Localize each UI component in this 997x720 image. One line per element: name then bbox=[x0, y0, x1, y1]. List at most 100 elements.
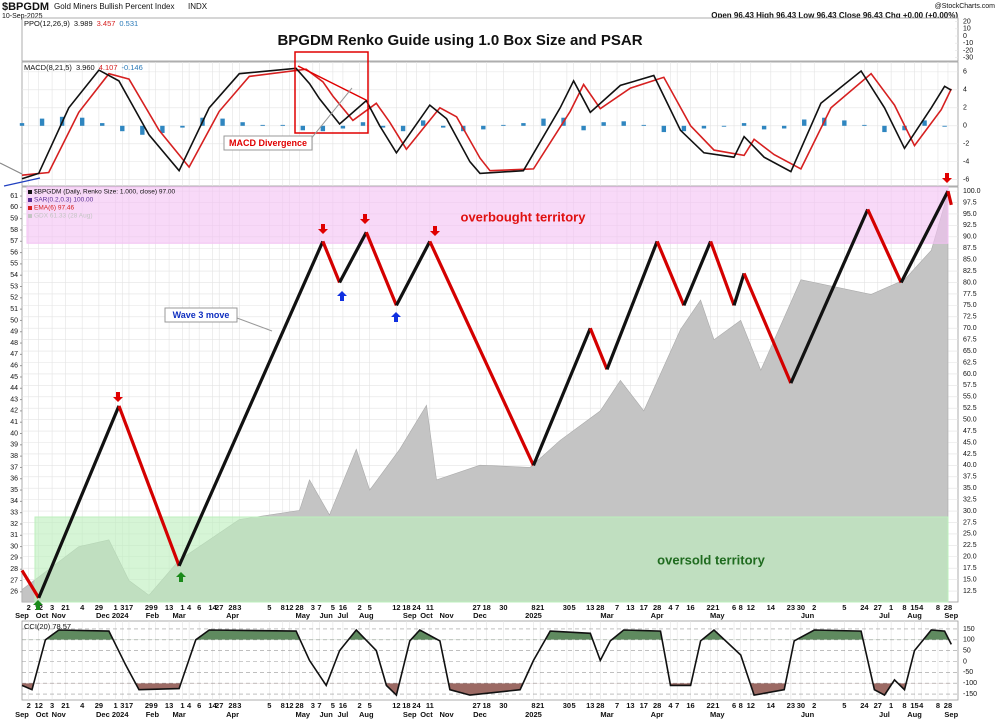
histogram-bar bbox=[741, 123, 747, 126]
renko-run bbox=[338, 231, 368, 284]
x-tick-label: Mar bbox=[172, 710, 185, 719]
renko-run bbox=[588, 327, 609, 370]
x-tick-label: 28 bbox=[653, 701, 661, 710]
x-tick-label: 5 bbox=[331, 603, 335, 612]
x-tick-label: 14 bbox=[208, 701, 217, 710]
x-tick-label: 2 bbox=[27, 701, 31, 710]
y-tick-label: 20.0 bbox=[963, 554, 977, 561]
histogram-bar bbox=[701, 125, 707, 129]
legend-swatch bbox=[28, 198, 32, 202]
histogram-bar bbox=[501, 124, 506, 126]
callout bbox=[236, 317, 273, 332]
x-tick-label: 22 bbox=[706, 603, 714, 612]
histogram-bar bbox=[160, 125, 165, 133]
x-tick-label: 5 bbox=[842, 603, 846, 612]
index-name: Gold Miners Bullish Percent Index bbox=[54, 2, 175, 11]
renko-run bbox=[364, 231, 398, 306]
x-tick-label: 8 bbox=[936, 701, 940, 710]
x-tick-label: 5 bbox=[571, 701, 575, 710]
x-tick-label: 11 bbox=[426, 701, 434, 710]
signal-arrow bbox=[942, 173, 952, 183]
x-tick-label: 8 bbox=[902, 701, 906, 710]
renko-run bbox=[605, 240, 659, 370]
x-tick-label: 15 bbox=[910, 603, 918, 612]
y-tick-label: 77.5 bbox=[963, 291, 977, 298]
panel-label: PPO(12,26,9) 3.989 3.457 0.531 bbox=[24, 19, 138, 28]
x-tick-label: Nov bbox=[439, 611, 454, 620]
legend-entry: GDX 61.33 (28 Aug) bbox=[34, 213, 93, 220]
x-tick-label: May bbox=[710, 611, 725, 620]
x-tick-label: 1 bbox=[114, 603, 118, 612]
y-tick-label: -4 bbox=[963, 159, 969, 166]
renko-run bbox=[655, 240, 686, 306]
histogram-bar bbox=[641, 124, 646, 126]
y-tick-label: 12.5 bbox=[963, 588, 977, 595]
indicator-name: PPO(12,26,9) bbox=[24, 19, 70, 28]
y2-tick-label: 54 bbox=[10, 272, 18, 279]
x-tick-label: 16 bbox=[686, 701, 694, 710]
signal-arrow bbox=[430, 226, 440, 236]
overlays: BPGDM Renko Guide using 1.0 Box Size and… bbox=[0, 32, 952, 610]
readout: 3.960 bbox=[76, 63, 95, 72]
y-tick-label: 62.5 bbox=[963, 359, 977, 366]
y-tick-label: 17.5 bbox=[963, 565, 977, 572]
x-tick-label: 30 bbox=[563, 603, 571, 612]
x-tick-label: 12 bbox=[285, 603, 293, 612]
readout: 4.107 bbox=[99, 63, 118, 72]
x-tick-label: 4 bbox=[80, 603, 85, 612]
signal-arrow bbox=[391, 312, 401, 322]
x-tick-label: 3 bbox=[50, 701, 54, 710]
x-tick-label: 8 bbox=[281, 701, 285, 710]
x-tick-label: 21 bbox=[536, 701, 544, 710]
x-tick-label: Apr bbox=[651, 710, 664, 719]
renko-run bbox=[428, 240, 535, 467]
x-tick-label: 24 bbox=[412, 701, 421, 710]
histogram-bar bbox=[862, 124, 867, 126]
y2-tick-label: 39 bbox=[10, 442, 18, 449]
y-tick-label: 95.0 bbox=[963, 211, 977, 218]
renko-run bbox=[866, 208, 903, 284]
renko-run bbox=[682, 240, 713, 306]
x-tick-label: 3 bbox=[120, 603, 124, 612]
x-tick-label: 9 bbox=[154, 603, 158, 612]
x-tick-label: 2025 bbox=[525, 710, 542, 719]
x-tick-label: 27 bbox=[472, 603, 480, 612]
wave-label-box bbox=[164, 307, 238, 323]
x-tick-label: 21 bbox=[536, 603, 544, 612]
y2-tick-label: 59 bbox=[10, 216, 18, 223]
x-tick-label: 3 bbox=[50, 603, 54, 612]
histogram-bar bbox=[280, 124, 285, 126]
y2-tick-label: 36 bbox=[10, 476, 18, 483]
x-tick-label: 1 bbox=[889, 701, 893, 710]
x-tick-label: Nov bbox=[52, 710, 67, 719]
x-tick-label: Sep bbox=[403, 710, 417, 719]
x-tick-label: 27 bbox=[215, 603, 223, 612]
y-tick-label: 72.5 bbox=[963, 314, 977, 321]
x-tick-label: 7 bbox=[615, 603, 619, 612]
x-tick-label: 18 bbox=[402, 701, 410, 710]
x-tick-label: 6 bbox=[197, 701, 201, 710]
y-tick-label: -30 bbox=[963, 54, 973, 61]
histogram-bar bbox=[420, 120, 426, 126]
signal-arrow bbox=[33, 600, 43, 610]
histogram-bar bbox=[781, 125, 787, 129]
x-tick-label: 13 bbox=[626, 603, 634, 612]
x-tick-label: Dec bbox=[473, 611, 487, 620]
x-tick-label: 30 bbox=[499, 603, 507, 612]
y-tick-label: 70.0 bbox=[963, 325, 977, 332]
histogram-bar bbox=[902, 125, 907, 131]
x-tick-label: 4 bbox=[80, 701, 85, 710]
y-tick-label: 32.5 bbox=[963, 496, 977, 503]
x-tick-label: 3 bbox=[237, 701, 241, 710]
y-tick-label: 4 bbox=[963, 87, 967, 94]
x-tick-label: 14 bbox=[767, 603, 776, 612]
x-tick-label: Apr bbox=[651, 611, 664, 620]
x-tick-label: Mar bbox=[600, 611, 613, 620]
x-tick-label: 18 bbox=[402, 603, 410, 612]
x-tick-label: 16 bbox=[686, 603, 694, 612]
x-tick-label: 24 bbox=[860, 603, 869, 612]
wave-label: Wave 3 move bbox=[173, 310, 230, 320]
histogram-bar bbox=[681, 125, 687, 132]
y-tick-label: 2 bbox=[963, 105, 967, 112]
